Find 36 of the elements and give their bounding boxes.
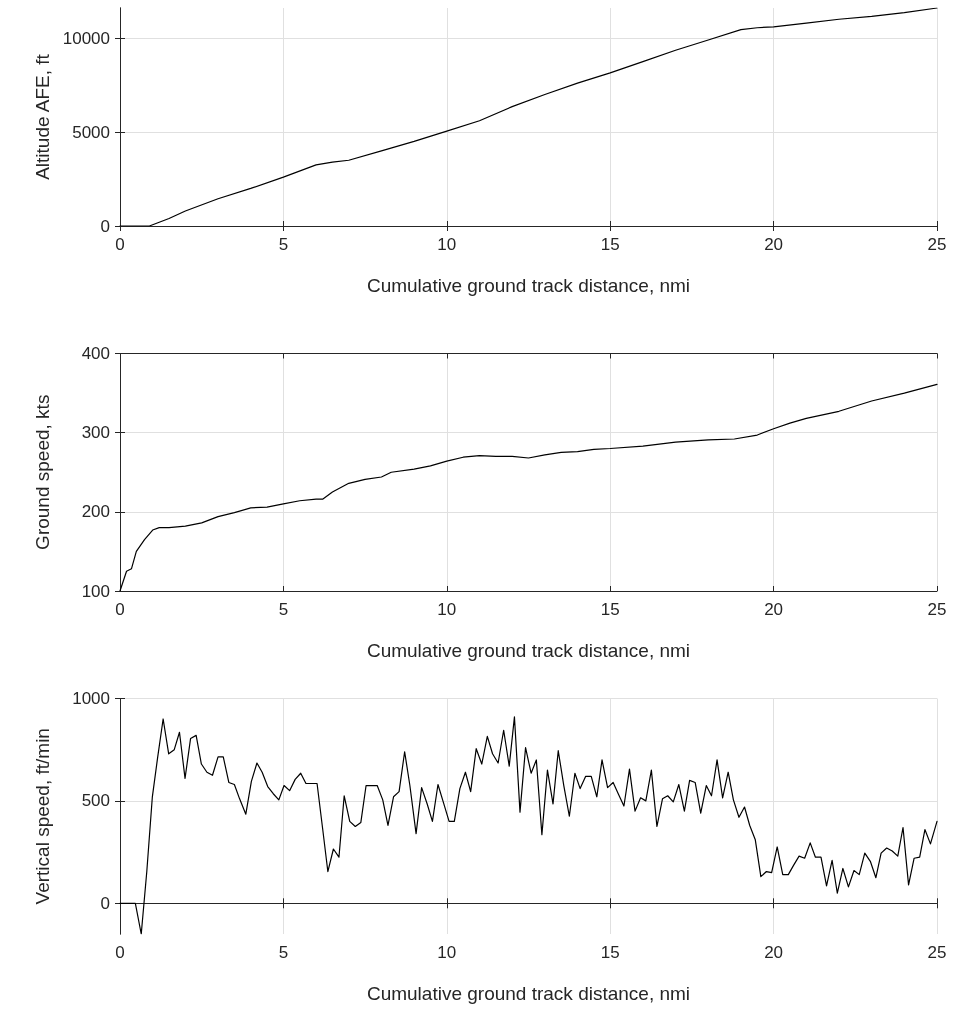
x-tick-label: 20: [764, 600, 784, 619]
y-tick-label: 1000: [72, 689, 110, 708]
x-tick-label: 10: [437, 943, 457, 962]
x-axis-title: Cumulative ground track distance, nmi: [366, 275, 691, 296]
y-tick-label: 500: [81, 791, 110, 811]
y-axis-title: Ground speed, kts: [32, 394, 53, 550]
x-tick-label: 15: [600, 943, 620, 962]
y-axis-title: Altitude AFE, ft: [31, 53, 53, 180]
y-axis-title: Vertical speed, ft/min: [32, 728, 53, 905]
x-tick-label: 5: [278, 600, 289, 619]
x-tick-label: 0: [115, 235, 125, 254]
x-tick-label: 5: [278, 235, 289, 254]
y-tick-label: 5000: [72, 122, 110, 142]
y-tick-label: 0: [100, 216, 110, 236]
y-tick-label: 400: [81, 344, 110, 363]
x-tick-label: 20: [764, 943, 784, 962]
x-tick-label: 20: [764, 235, 784, 254]
x-tick-label: 10: [437, 600, 457, 619]
x-tick-label: 10: [437, 235, 457, 254]
x-tick-label: 15: [600, 600, 620, 619]
line-series: [119, 716, 938, 935]
y-tick-label: 300: [81, 423, 110, 443]
x-tick-label: 25: [927, 235, 947, 254]
y-tick-label: 0: [100, 893, 110, 913]
y-tick-label: 10000: [62, 28, 110, 48]
x-axis-title: Cumulative ground track distance, nmi: [366, 640, 691, 661]
y-tick-label: 200: [81, 502, 110, 522]
x-tick-label: 0: [115, 600, 125, 619]
x-axis-title: Cumulative ground track distance, nmi: [366, 983, 691, 1004]
y-tick-label: 100: [81, 581, 110, 601]
x-tick-label: 0: [115, 943, 125, 962]
x-tick-label: 25: [927, 600, 947, 619]
line-series: [119, 7, 938, 227]
x-tick-label: 25: [927, 943, 947, 962]
x-tick-label: 5: [278, 943, 289, 962]
x-tick-label: 15: [600, 235, 620, 254]
